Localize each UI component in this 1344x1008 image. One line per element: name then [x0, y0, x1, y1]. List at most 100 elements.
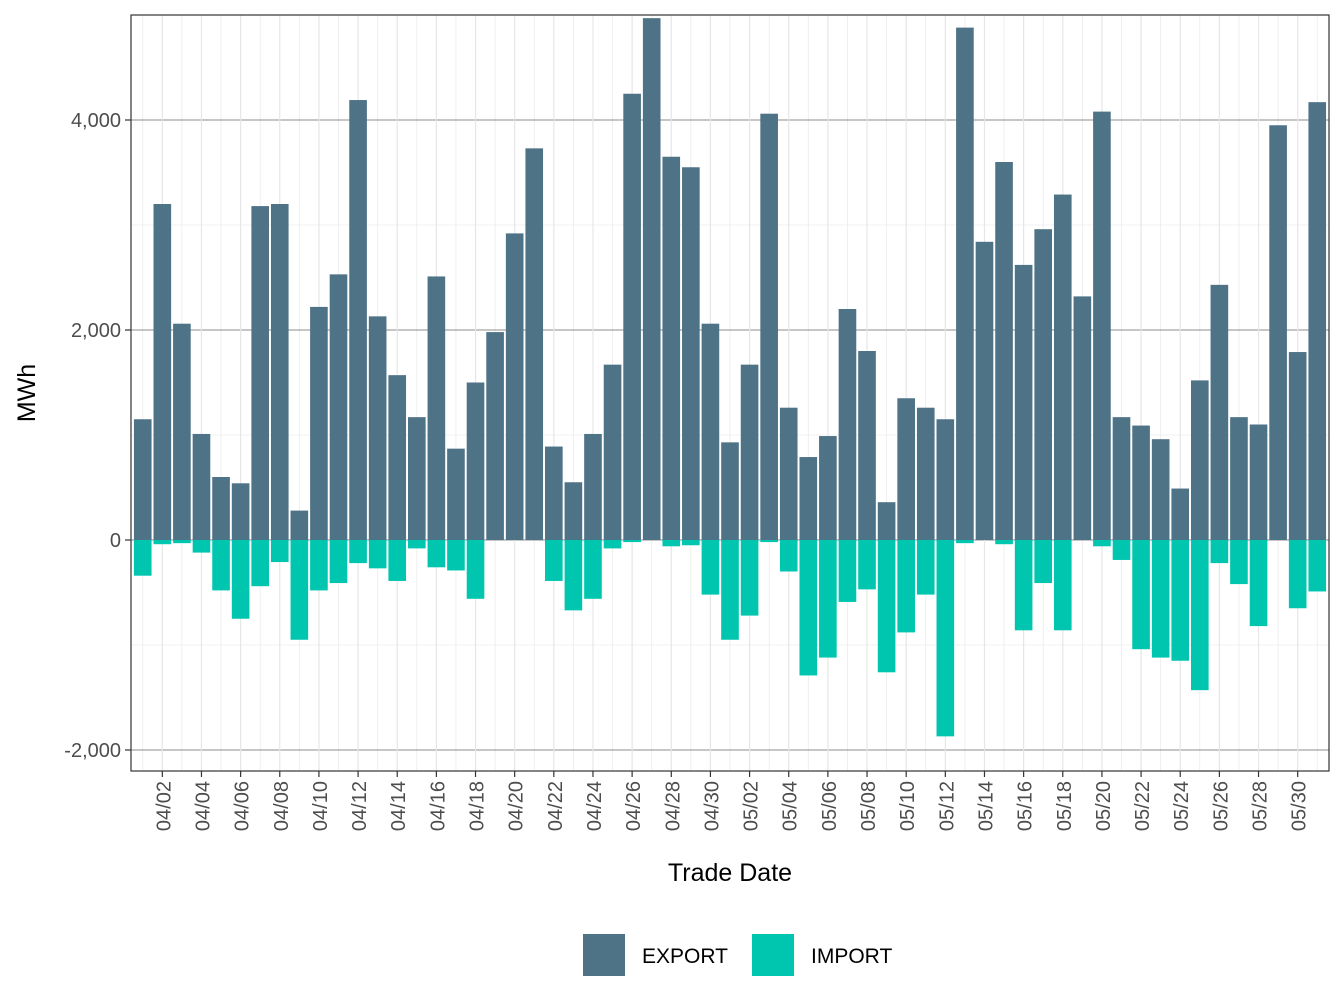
x-tick-label: 04/26 [623, 781, 645, 831]
x-tick-label: 05/20 [1093, 781, 1115, 831]
bar-import-05-13 [956, 540, 974, 544]
x-tick-label: 05/16 [1015, 781, 1037, 831]
bar-export-04-08 [270, 204, 289, 540]
bar-export-04-20 [505, 233, 524, 540]
bar-import-05-17 [1034, 540, 1053, 584]
bar-import-05-01 [721, 540, 739, 640]
bar-import-04-17 [447, 540, 465, 571]
bar-export-04-12 [349, 100, 367, 541]
x-tick-label: 04/24 [584, 781, 606, 831]
bar-export-04-14 [388, 375, 407, 540]
bar-import-05-25 [1190, 540, 1209, 691]
bar-export-04-10 [310, 306, 328, 540]
x-tick-label: 05/30 [1289, 781, 1311, 831]
bar-export-04-05 [212, 477, 230, 540]
bar-export-04-07 [251, 206, 270, 540]
x-tick-label: 05/28 [1250, 781, 1272, 831]
bar-export-05-07 [838, 309, 857, 540]
y-tick-label: -2,000 [64, 740, 121, 762]
bar-export-05-27 [1230, 417, 1248, 540]
bar-export-04-15 [407, 417, 426, 540]
x-tick-label: 04/20 [506, 781, 528, 831]
x-axis: 04/02 04/04 04/06 04/08 04/10 04/12 04/14 04/16… [153, 771, 1311, 831]
y-axis: -2,000 0 2,000 4,000 [64, 110, 131, 762]
bar-import-04-11 [329, 540, 348, 584]
bar-export-04-27 [642, 18, 661, 540]
x-tick-label: 05/14 [975, 781, 997, 831]
bar-import-04-15 [407, 540, 426, 549]
bar-import-04-26 [623, 540, 641, 543]
legend: EXPORT IMPORT [583, 934, 892, 976]
legend-key-export [583, 934, 625, 976]
bar-export-05-31 [1308, 102, 1327, 541]
bar-import-04-02 [153, 540, 172, 545]
bar-export-05-19 [1073, 296, 1092, 540]
bar-import-04-22 [545, 540, 563, 581]
bar-export-05-10 [897, 398, 915, 540]
bar-import-04-24 [584, 540, 602, 599]
bar-export-05-30 [1288, 352, 1307, 540]
x-tick-label: 05/10 [897, 781, 919, 831]
bar-import-04-03 [173, 540, 191, 544]
bar-export-04-24 [584, 433, 602, 540]
bar-export-04-18 [466, 382, 485, 540]
bar-import-05-02 [740, 540, 759, 616]
bar-import-04-08 [270, 540, 289, 563]
bar-export-05-08 [858, 351, 876, 540]
bar-export-04-11 [329, 274, 348, 540]
bar-import-04-23 [564, 540, 583, 611]
bar-import-05-10 [897, 540, 915, 633]
bar-export-04-21 [525, 148, 544, 540]
bar-export-04-28 [662, 156, 681, 540]
bar-export-05-23 [1151, 439, 1170, 540]
bar-export-05-05 [799, 457, 818, 540]
bar-import-04-12 [349, 540, 367, 564]
legend-key-import [752, 934, 794, 976]
bar-import-05-27 [1230, 540, 1248, 585]
bar-export-05-17 [1034, 229, 1053, 540]
bar-export-04-30 [701, 323, 720, 540]
x-tick-label: 04/08 [271, 781, 293, 831]
bar-import-05-15 [995, 540, 1013, 545]
bar-import-05-04 [779, 540, 798, 572]
bar-export-04-17 [447, 448, 465, 540]
bar-export-05-26 [1210, 284, 1229, 540]
bar-export-04-02 [153, 204, 172, 540]
y-tick-label: 2,000 [71, 320, 121, 342]
bar-import-05-07 [838, 540, 857, 602]
x-axis-title: Trade Date [668, 859, 792, 887]
bar-export-04-01 [133, 419, 152, 540]
bar-import-04-07 [251, 540, 270, 587]
bar-import-05-05 [799, 540, 818, 676]
bar-import-05-20 [1093, 540, 1111, 547]
legend-label-import: IMPORT [811, 945, 892, 968]
bar-import-05-06 [819, 540, 837, 658]
bar-import-04-05 [212, 540, 230, 591]
x-tick-label: 05/02 [741, 781, 763, 831]
bar-import-04-16 [427, 540, 446, 568]
x-tick-label: 04/18 [467, 781, 489, 831]
bar-import-05-26 [1210, 540, 1229, 564]
bar-export-04-23 [564, 482, 583, 540]
x-tick-label: 04/16 [427, 781, 449, 831]
bar-export-04-19 [486, 332, 504, 540]
bar-import-04-30 [701, 540, 720, 595]
bar-export-04-04 [192, 433, 211, 540]
bar-import-05-28 [1249, 540, 1268, 627]
bar-import-04-29 [682, 540, 700, 546]
bar-export-05-18 [1053, 194, 1072, 541]
x-tick-label: 04/10 [310, 781, 332, 831]
bar-export-05-06 [819, 436, 837, 540]
bar-export-05-02 [740, 364, 759, 540]
bar-import-04-13 [368, 540, 387, 569]
bar-export-04-13 [368, 316, 387, 540]
bar-import-04-18 [466, 540, 485, 599]
x-tick-label: 05/26 [1210, 781, 1232, 831]
y-tick-label: 0 [110, 530, 121, 552]
bar-import-05-09 [877, 540, 896, 673]
bar-import-05-18 [1053, 540, 1072, 631]
legend-label-export: EXPORT [642, 945, 728, 968]
bar-import-05-31 [1308, 540, 1327, 592]
x-tick-label: 05/12 [936, 781, 958, 831]
